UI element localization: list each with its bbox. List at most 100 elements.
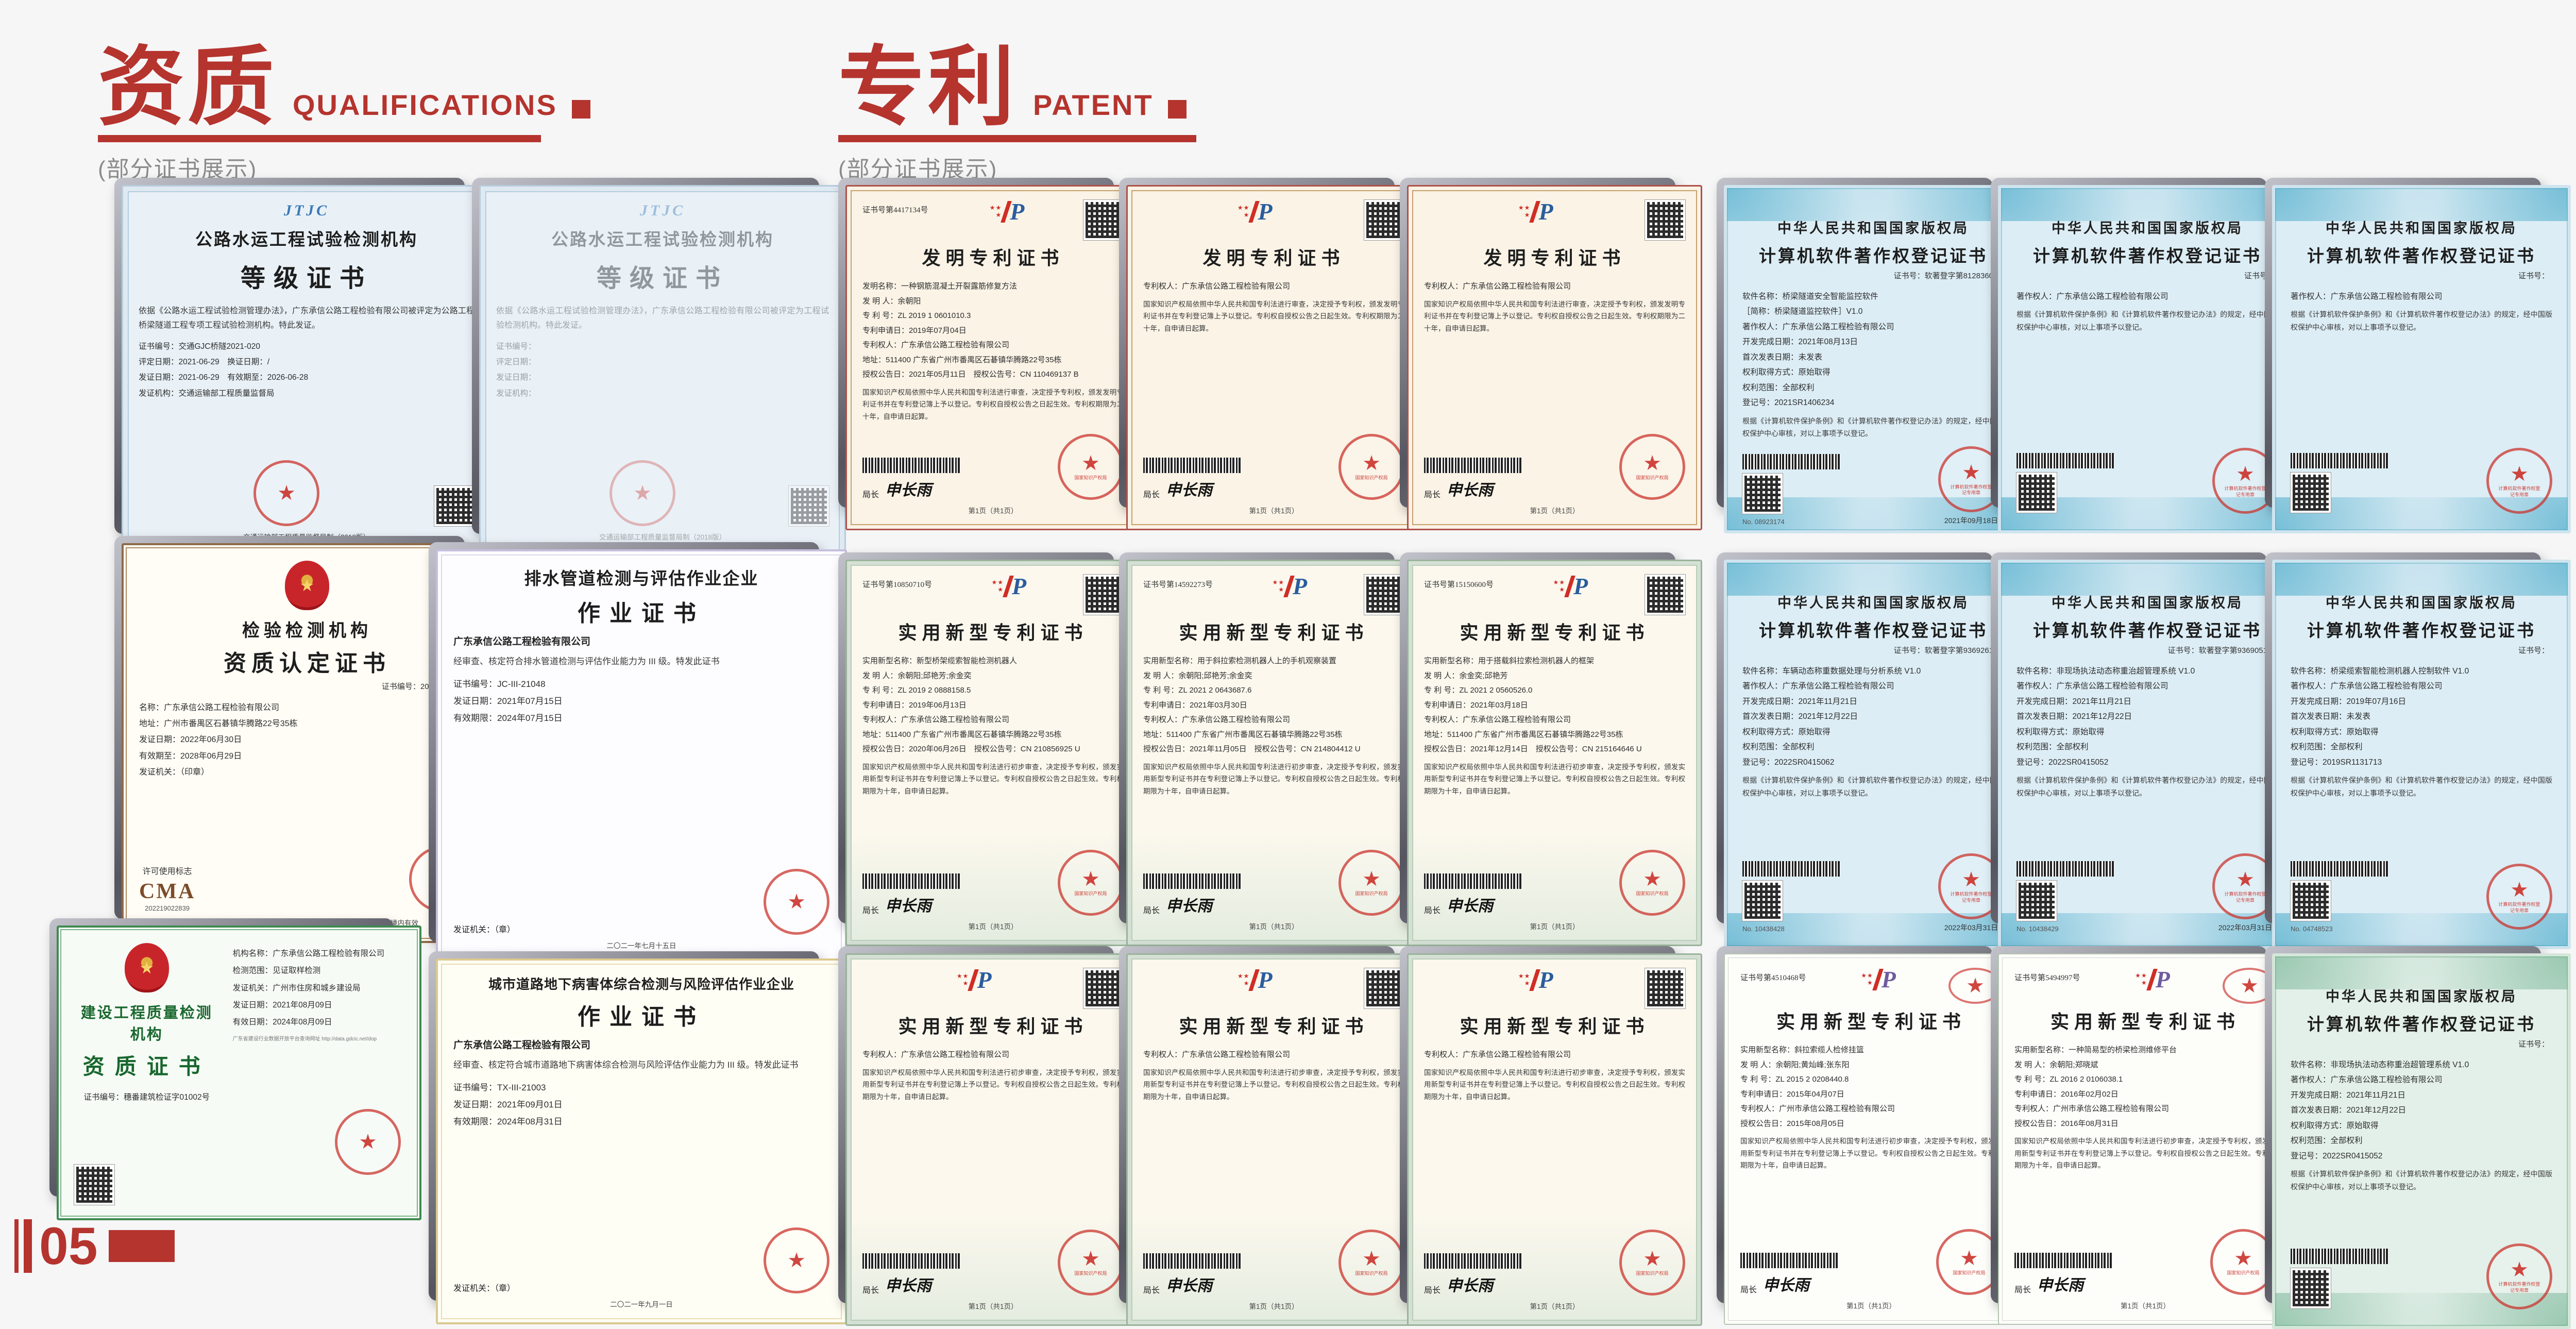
director-signature: 局长 申长雨 [2014, 1272, 2112, 1295]
issuer-label: 发证机关：（章） [453, 1284, 516, 1293]
cert-issuing-org: 中华人民共和国国家版权局 [2326, 989, 2517, 1004]
cert-fields: 软件名称：桥梁隧道安全智能监控软件 ［简称：桥梁隧道监控软件］V1.0 著作权人：广… [1742, 289, 2004, 411]
cert-field: 登记号：2022SR0415062 [1742, 758, 1835, 767]
official-seal-icon: ★ 国家知识产权局 [1619, 1230, 1685, 1296]
cert-fields: 软件名称：非现场执法动态称重治超管理系统 V1.0 著作权人：广东承信公路工程检验… [2016, 664, 2278, 770]
official-seal-icon: ★ 国家知识产权局 [1338, 850, 1404, 916]
cert-field: 专利权人：广东承信公路工程检验有限公司 [1424, 1050, 1571, 1059]
cert-title: 计算机软件著作权登记证书 [1759, 622, 1988, 641]
seal-star-icon: ★ [359, 1131, 377, 1153]
qr-code-icon [788, 485, 829, 527]
cnipa-stars-icon: ★★ ★ [1518, 972, 1531, 987]
cert-bottom: 局长 申长雨 ★ 国家知识产权局 [2014, 1225, 2276, 1295]
seal-label: 计算机软件著作权登记专用章 [2224, 486, 2266, 497]
cert-field: 专利权人：广东承信公路工程检验有限公司 [1143, 1050, 1291, 1059]
cert-fields: 专利权人：广东承信公路工程检验有限公司 [1143, 1048, 1404, 1063]
seal-label: 国家知识产权局 [1355, 475, 1388, 480]
official-seal-icon: ★ 计算机软件著作权登记专用章 [2486, 1243, 2552, 1309]
certificate-paper: 证书号第5494997号 ★★ ★ P ★ 实用新型专利证书 实用新型名称：一种简易型的桥… [1998, 953, 2293, 1325]
director-signature: 局长 申长雨 [862, 893, 960, 916]
cert-serial-number: No. 10438429 [2016, 925, 2059, 933]
cert-field: 著作权人：广东承信公路工程检验有限公司 [2016, 682, 2168, 691]
cert-field: 登记号：2022SR0415052 [2016, 758, 2109, 767]
cert-top-row: ★★ ★ P [862, 968, 1124, 1009]
director-signature-script: 申长雨 [1447, 1277, 1494, 1294]
cert-fields: 专利权人：广东承信公路工程检验有限公司 [1424, 279, 1685, 294]
qr-code-icon [1645, 574, 1686, 615]
cert-field: 授权公告日：2021年05月11日 授权公告号：CN 110469137 B [862, 370, 1079, 379]
official-seal-icon: ★ 计算机软件著作权登记专用章 [2486, 864, 2552, 930]
certificate-qualification-6: 城市道路地下病害体综合检测与风险评估作业企业 作业证书 广东承信公路工程检验有限公司… [429, 951, 847, 1324]
certificate-paper: 排水管道检测与评估作业企业 作业证书 广东承信公路工程检验有限公司 经审查、核定符合排… [436, 549, 847, 966]
cnipa-p-icon: P [2155, 966, 2170, 992]
seal-label: 国家知识产权局 [1074, 1270, 1107, 1276]
cert-number: 证书号第10850710号 [862, 581, 933, 589]
cert-field: 证书编号：交通GJC桥隧2021-020 [139, 342, 261, 351]
certificate-software-8: 证书号第5494997号 ★★ ★ P ★ 实用新型专利证书 实用新型名称：一种简易型的桥… [1991, 946, 2293, 1325]
qr-code-icon [74, 1164, 115, 1205]
cert-body: 国家知识产权局依照中华人民共和国专利法进行审查，决定授予专利权，颁发发明专利证书… [862, 388, 1124, 420]
cert-field: 专 利 号：ZL 2016 2 0106038.1 [2014, 1075, 2123, 1084]
cert-field: 开发完成日期：2021年11月21日 [2291, 1090, 2405, 1100]
cnipa-p-icon: P [1538, 967, 1553, 993]
cert-page-note: 第1页（共1页） [1530, 1303, 1580, 1310]
cert-field: 首次发表日期：未发表 [2291, 712, 2371, 721]
cert-field: 发证机关：广州市住房和城乡建设局 [232, 983, 361, 992]
cert-field: 专利权人：广东承信公路工程检验有限公司 [1143, 282, 1291, 291]
certificate-paper: ★★ ★ P 发明专利证书 专利权人：广东承信公路工程检验有限公司 国家知识产权局依照中… [1126, 185, 1421, 530]
cert-field: 证书编号：TX-III-21003 [453, 1082, 546, 1092]
cert-number: 证书号第5494997号 [2014, 974, 2080, 982]
cert-field: 发 明 人：余朝阳;邱艳芳;余金奕 [1143, 671, 1252, 680]
director-label: 局长 [862, 906, 879, 915]
cert-field: 登记号：2019SR1131713 [2291, 758, 2382, 767]
barcode-icon [1424, 873, 1522, 889]
official-seal-icon: ★ 国家知识产权局 [1619, 434, 1685, 500]
official-seal-icon: ★ 国家知识产权局 [1338, 434, 1404, 500]
cert-subtitle: 作业证书 [578, 1004, 705, 1030]
cert-bottom: 局长 申长雨 ★ 国家知识产权局 [862, 1225, 1124, 1296]
seal-label: 国家知识产权局 [1074, 890, 1107, 896]
cma-mark-number: 202219022839 [145, 904, 190, 912]
cert-field: 发证机构： [496, 389, 536, 398]
cnipa-p-icon: P [1258, 967, 1273, 993]
cert-issuing-org: 中华人民共和国国家版权局 [2052, 221, 2243, 236]
cert-number: 证书号： [2518, 1040, 2549, 1049]
certificate-patent-9: ★★ ★ P 实用新型专利证书 专利权人：广东承信公路工程检验有限公司 国家知识产权局依… [1400, 946, 1702, 1326]
cert-title: 实用新型专利证书 [1179, 1016, 1369, 1037]
cert-body: 国家知识产权局依照中华人民共和国专利法进行初步审查，决定授予专利权，颁发实用新型… [1740, 1137, 2002, 1170]
cert-body: 根据《计算机软件保护条例》和《计算机软件著作权登记办法》的规定，经中国版权保护中… [2291, 776, 2552, 797]
barcode-icon [862, 1253, 960, 1269]
cert-title: 实用新型专利证书 [898, 1016, 1088, 1037]
cert-field: 授权公告日：2021年12月14日 授权公告号：CN 215164646 U [1424, 745, 1642, 753]
cert-number: 证书号： [2244, 272, 2275, 280]
certificate-paper: 中华人民共和国国家版权局 计算机软件著作权登记证书 证书号： 著作权人：广东承信公路工… [1998, 185, 2297, 533]
cert-fields: 证书编号：JC-III-21048 发证日期：2021年07月15日 有效期限：20… [453, 676, 829, 727]
cnipa-stars-icon: ★★ ★ [1237, 972, 1250, 987]
seal-star-icon: ★ [1081, 451, 1100, 475]
barcode-icon [1424, 458, 1522, 473]
cert-body: 经审查、核定符合排水管道检测与评估作业能力为 III 级。特发此证书 [453, 657, 720, 666]
seal-star-icon: ★ [787, 890, 806, 913]
cert-field: 发 明 人：余朝阳 [862, 296, 921, 306]
cma-mark: 许可使用标志 CMA 202219022839 [139, 864, 195, 912]
cert-bottom: 局长 申长雨 ★ 国家知识产权局 [1143, 430, 1404, 500]
cert-top-row: 证书号第10850710号 ★★ ★ P [862, 574, 1124, 615]
cnipa-logo-icon: ★★ ★ P [1270, 575, 1307, 598]
director-label: 局长 [1143, 906, 1160, 915]
cert-field: 权利取得方式：原始取得 [2291, 1121, 2379, 1130]
director-signature-script: 申长雨 [1447, 898, 1494, 915]
director-label: 局长 [1143, 491, 1160, 499]
cert-field: 权利范围：全部权利 [1742, 383, 1815, 392]
director-signature-script: 申长雨 [885, 898, 932, 915]
cnipa-p-icon: P [1010, 198, 1025, 225]
cert-field: 首次发表日期：2021年12月22日 [2016, 712, 2132, 721]
cert-top-row: 证书号第4417134号 ★★ ★ P [862, 198, 1124, 241]
cert-number: 证书编号：202219022839 [381, 682, 472, 691]
seal-star-icon: ★ [1643, 451, 1662, 475]
cert-body: 国家知识产权局依照中华人民共和国专利法进行审查，决定授予专利权，颁发发明专利证书… [1424, 300, 1685, 332]
cert-field: 授权公告日：2021年11月05日 授权公告号：CN 214804412 U [1143, 745, 1361, 753]
director-signature: 局长 申长雨 [862, 477, 960, 500]
certificate-paper: ★★ ★ P 实用新型专利证书 专利权人：广东承信公路工程检验有限公司 国家知识产权局依… [1407, 953, 1702, 1326]
cert-number: 证书号第15150600号 [1424, 581, 1494, 589]
